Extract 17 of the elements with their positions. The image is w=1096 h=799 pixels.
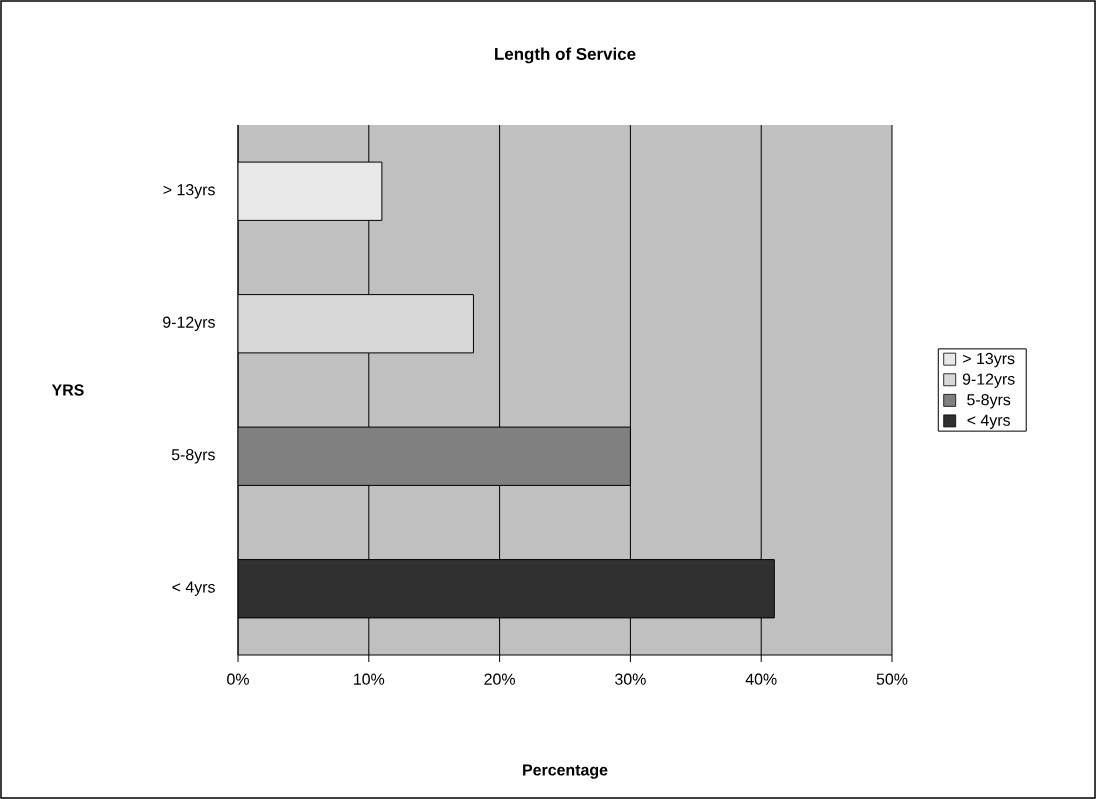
legend-label: > 13yrs <box>963 352 1015 368</box>
y-tick-label: < 4yrs <box>172 581 215 596</box>
legend-label: 9-12yrs <box>962 373 1015 388</box>
x-axis-title: Percentage <box>523 764 608 779</box>
x-tick-label: 10% <box>354 673 385 685</box>
y-tick-label: 9-12yrs <box>163 316 215 331</box>
x-tick-label: 0% <box>227 673 249 685</box>
x-tick-label: 50% <box>876 673 908 685</box>
chart-title: Length of Service <box>495 47 636 64</box>
x-tick-label: 40% <box>745 673 777 685</box>
legend-label: < 4yrs <box>967 414 1010 429</box>
legend-label: 5-8yrs <box>967 394 1011 409</box>
y-axis-title: YRS <box>51 384 84 396</box>
x-tick-label: 20% <box>484 673 515 685</box>
y-tick-label: > 13yrs <box>163 184 215 199</box>
y-tick-label: 5-8yrs <box>171 449 215 464</box>
x-tick-label: 30% <box>615 673 646 685</box>
